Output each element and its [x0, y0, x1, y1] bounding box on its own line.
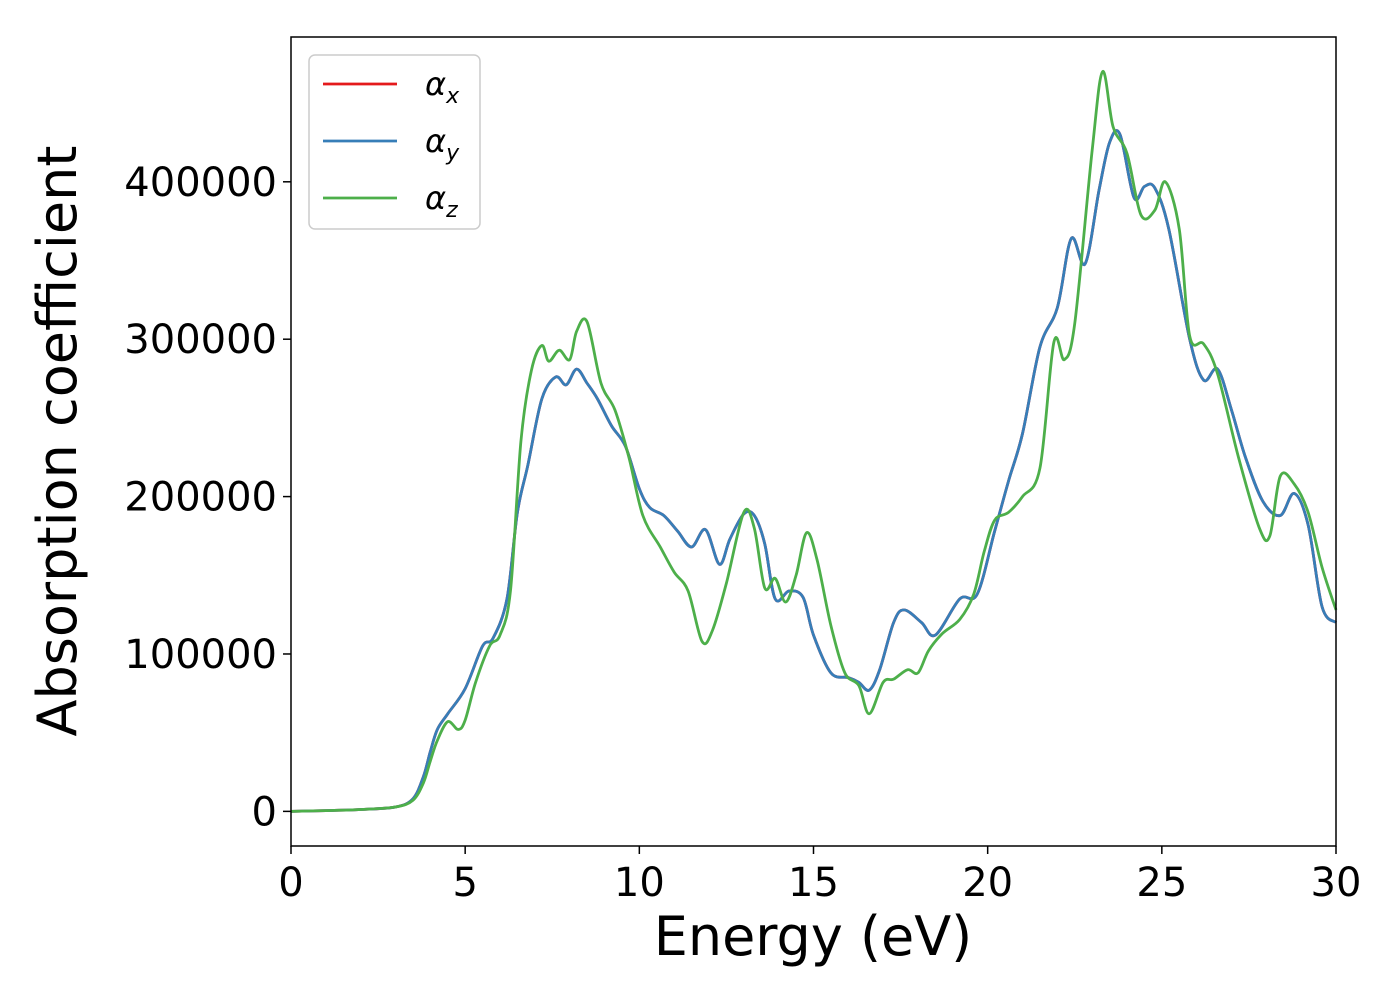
series-layer	[290, 70, 1338, 813]
y-tick-label: 200000	[124, 475, 277, 521]
x-tick-label: 10	[614, 860, 665, 906]
x-axis-ticks: 0 5 10 15 20 25 30	[278, 846, 1361, 906]
legend-label-alpha-y: αy	[425, 122, 460, 166]
y-tick-label: 0	[252, 789, 277, 835]
x-axis-title: Energy (eV)	[654, 905, 973, 968]
y-tick-label: 300000	[124, 317, 277, 363]
y-tick-label: 400000	[124, 160, 277, 206]
x-tick-label: 25	[1136, 860, 1187, 906]
x-tick-label: 15	[788, 860, 839, 906]
x-tick-label: 20	[962, 860, 1013, 906]
y-axis-title: Absorption coefficient	[26, 146, 89, 737]
series-line-alpha-z	[290, 70, 1338, 813]
y-tick-label: 100000	[124, 632, 277, 678]
legend-label-alpha-x: αx	[425, 65, 460, 109]
x-tick-label: 0	[278, 860, 303, 906]
series-line-alpha-y	[290, 129, 1338, 813]
y-axis-ticks: 0 100000 200000 300000 400000	[124, 160, 291, 835]
x-tick-label: 30	[1311, 860, 1362, 906]
x-tick-label: 5	[452, 860, 477, 906]
